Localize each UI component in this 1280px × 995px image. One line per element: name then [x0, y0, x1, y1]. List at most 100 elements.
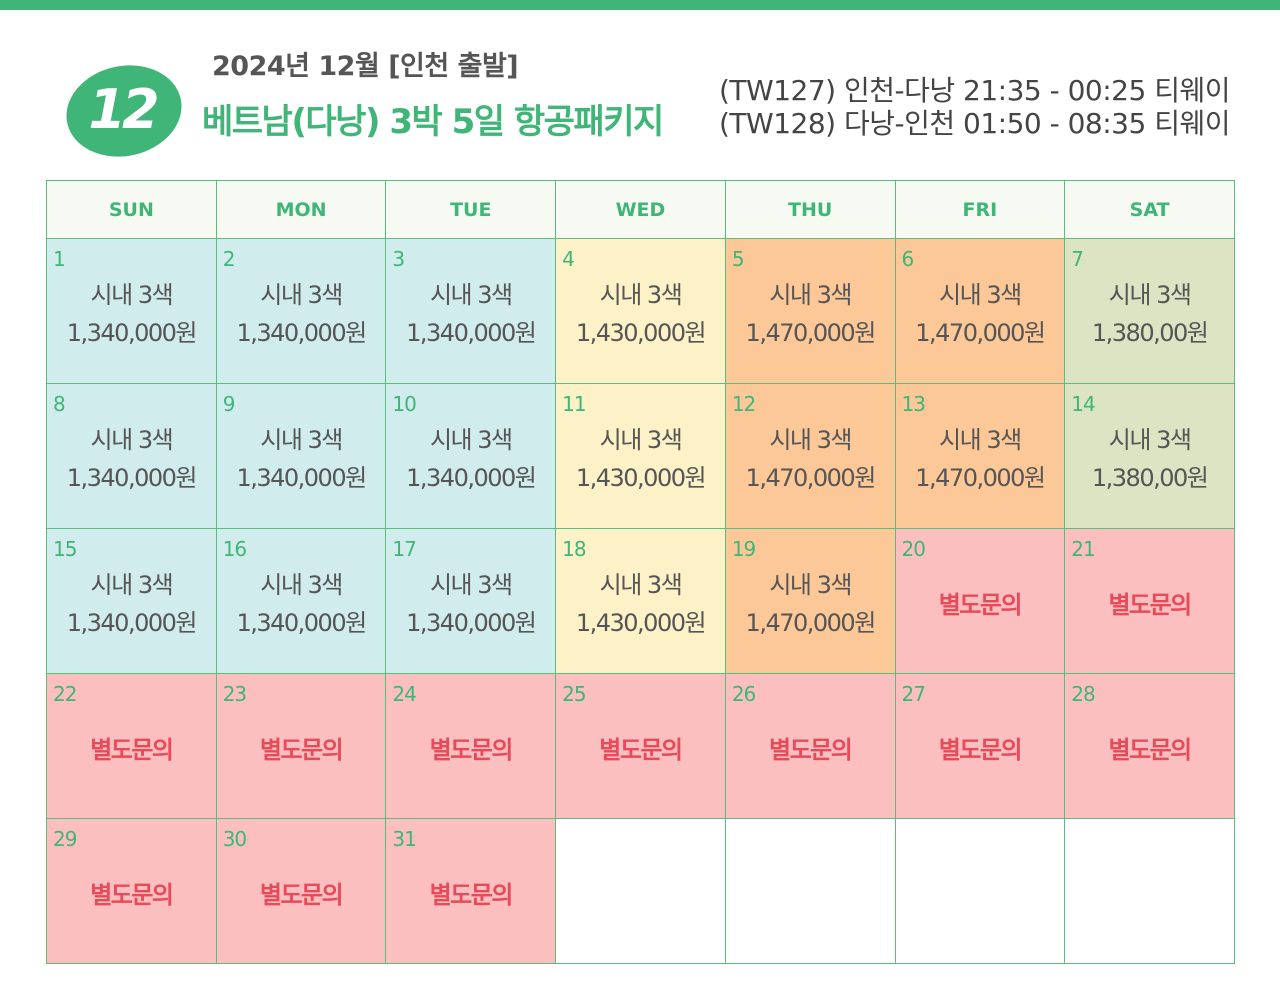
day-cell[interactable]: 11 시내 3색 1,430,000원: [555, 383, 726, 529]
price-calendar: SUN MON TUE WED THU FRI SAT 1 시내 3색 1,340,…: [46, 180, 1235, 964]
day-cell[interactable]: 7 시내 3색 1,380,00원: [1064, 238, 1235, 384]
inquiry-label: 별도문의: [90, 736, 174, 764]
tour-price: 1,380,00원: [1091, 319, 1209, 347]
top-accent-bar: [0, 0, 1280, 10]
empty-cell: [1064, 818, 1235, 964]
day-number: 9: [222, 392, 236, 416]
flight-outbound: (TW127) 인천-다낭 21:35 - 00:25 티웨이: [719, 74, 1231, 107]
day-number: 4: [562, 247, 575, 271]
tour-price: 1,340,000원: [406, 464, 537, 492]
week-row: 29 별도문의 30 별도문의 31 별도문의: [46, 818, 1235, 964]
day-cell[interactable]: 12 시내 3색 1,470,000원: [724, 383, 896, 529]
day-number: 28: [1071, 682, 1095, 706]
day-cell[interactable]: 15 시내 3색 1,340,000원: [46, 528, 217, 674]
weekday-header-row: SUN MON TUE WED THU FRI SAT: [46, 180, 1235, 239]
day-cell[interactable]: 3 시내 3색 1,340,000원: [385, 238, 557, 384]
tour-name: 시내 3색: [1108, 281, 1192, 309]
empty-cell: [894, 818, 1066, 964]
day-cell[interactable]: 16 시내 3색 1,340,000원: [215, 528, 387, 674]
inquiry-label: 별도문의: [769, 736, 853, 764]
day-cell[interactable]: 23 별도문의: [215, 673, 387, 819]
day-cell[interactable]: 31 별도문의: [385, 818, 557, 964]
tour-name: 시내 3색: [599, 571, 683, 599]
day-number: 16: [222, 537, 247, 561]
day-number: 3: [392, 247, 405, 271]
inquiry-label: 별도문의: [429, 736, 514, 764]
day-number: 23: [222, 682, 247, 706]
tour-name: 시내 3색: [769, 571, 852, 599]
tour-price: 1,340,000원: [66, 319, 198, 347]
weekday-mon: MON: [215, 180, 387, 239]
day-cell[interactable]: 22 별도문의: [46, 673, 217, 819]
day-cell[interactable]: 5 시내 3색 1,470,000원: [724, 238, 896, 384]
inquiry-label: 별도문의: [599, 736, 683, 764]
day-cell[interactable]: 24 별도문의: [385, 673, 557, 819]
tour-price: 1,470,000원: [915, 464, 1046, 492]
day-cell[interactable]: 9 시내 3색 1,340,000원: [215, 383, 387, 529]
day-number: 11: [562, 392, 586, 416]
tour-name: 시내 3색: [260, 571, 343, 599]
day-cell[interactable]: 27 별도문의: [894, 673, 1066, 819]
tour-price: 1,430,000원: [575, 464, 707, 492]
tour-price: 1,470,000원: [745, 464, 877, 492]
tour-name: 시내 3색: [90, 571, 174, 599]
day-cell[interactable]: 6 시내 3색 1,470,000원: [894, 238, 1066, 384]
day-cell[interactable]: 18 시내 3색 1,430,000원: [555, 528, 726, 674]
day-number: 13: [901, 392, 926, 416]
svg-text:12: 12: [88, 78, 157, 141]
day-cell[interactable]: 19 시내 3색 1,470,000원: [724, 528, 896, 674]
tour-name: 시내 3색: [90, 281, 174, 309]
tour-name: 시내 3색: [769, 281, 852, 309]
day-cell[interactable]: 26 별도문의: [724, 673, 896, 819]
day-cell[interactable]: 14 시내 3색 1,380,00원: [1064, 383, 1235, 529]
weekday-fri: FRI: [894, 180, 1066, 239]
page-subtitle: 2024년 12월 [인천 출발]: [212, 51, 519, 82]
weekday-sun: SUN: [46, 180, 217, 239]
tour-name: 시내 3색: [939, 426, 1022, 454]
inquiry-label: 별도문의: [90, 881, 174, 909]
day-number: 26: [731, 682, 756, 706]
tour-price: 1,430,000원: [575, 319, 707, 347]
tour-name: 시내 3색: [260, 281, 343, 309]
day-number: 8: [53, 392, 66, 416]
tour-name: 시내 3색: [939, 281, 1022, 309]
day-number: 19: [731, 537, 756, 561]
day-cell[interactable]: 10 시내 3색 1,340,000원: [385, 383, 557, 529]
day-cell[interactable]: 28 별도문의: [1064, 673, 1235, 819]
weekday-wed: WED: [555, 180, 726, 239]
day-cell[interactable]: 30 별도문의: [215, 818, 387, 964]
day-cell[interactable]: 8 시내 3색 1,340,000원: [46, 383, 217, 529]
day-cell[interactable]: 2 시내 3색 1,340,000원: [215, 238, 387, 384]
flight-info: (TW127) 인천-다낭 21:35 - 00:25 티웨이 (TW128) …: [719, 74, 1231, 140]
day-number: 20: [901, 537, 926, 561]
inquiry-label: 별도문의: [938, 591, 1023, 619]
weekday-thu: THU: [724, 180, 896, 239]
day-cell[interactable]: 21 별도문의: [1064, 528, 1235, 674]
day-number: 21: [1071, 537, 1095, 561]
tour-name: 시내 3색: [1108, 426, 1192, 454]
tour-price: 1,340,000원: [236, 319, 367, 347]
tour-price: 1,470,000원: [745, 319, 877, 347]
empty-cell: [555, 818, 726, 964]
day-cell[interactable]: 25 별도문의: [555, 673, 726, 819]
day-cell[interactable]: 4 시내 3색 1,430,000원: [555, 238, 726, 384]
tour-name: 시내 3색: [429, 281, 513, 309]
tour-price: 1,430,000원: [575, 609, 707, 637]
day-cell[interactable]: 29 별도문의: [46, 818, 217, 964]
empty-cell: [724, 818, 896, 964]
inquiry-label: 별도문의: [938, 736, 1023, 764]
day-cell[interactable]: 1 시내 3색 1,340,000원: [46, 238, 217, 384]
day-cell[interactable]: 20 별도문의: [894, 528, 1066, 674]
week-row: 1 시내 3색 1,340,000원 2 시내 3색 1,340,000원 3 시내 3색…: [46, 238, 1235, 384]
day-number: 18: [562, 537, 586, 561]
inquiry-label: 별도문의: [259, 736, 344, 764]
day-cell[interactable]: 17 시내 3색 1,340,000원: [385, 528, 557, 674]
tour-name: 시내 3색: [429, 571, 513, 599]
tour-name: 시내 3색: [90, 426, 174, 454]
week-row: 15 시내 3색 1,340,000원 16 시내 3색 1,340,000원 17 시내…: [46, 528, 1235, 674]
inquiry-label: 별도문의: [429, 881, 514, 909]
tour-price: 1,470,000원: [915, 319, 1046, 347]
day-cell[interactable]: 13 시내 3색 1,470,000원: [894, 383, 1066, 529]
month-badge-icon: 12: [66, 65, 182, 157]
day-number: 7: [1071, 247, 1084, 271]
